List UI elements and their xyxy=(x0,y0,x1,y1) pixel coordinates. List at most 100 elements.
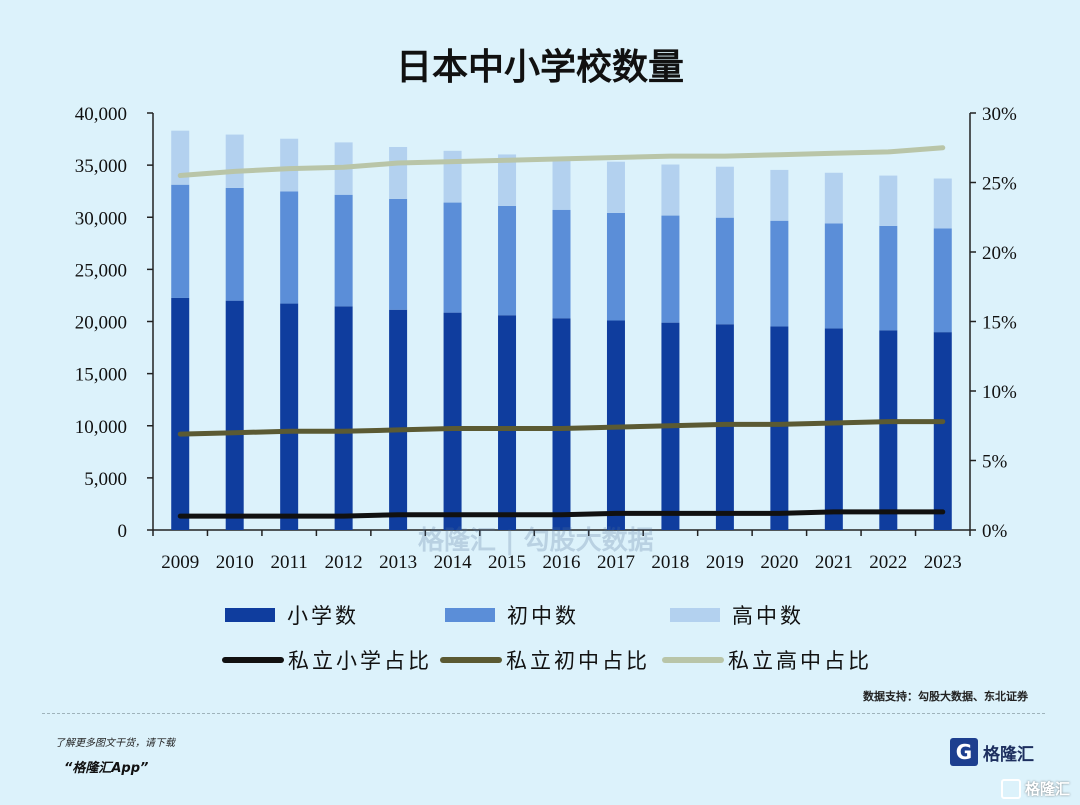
x-tick-label: 2012 xyxy=(325,552,363,573)
bar-segment xyxy=(879,225,898,331)
bar-segment xyxy=(770,220,789,327)
series-line xyxy=(177,509,946,519)
bar-segment xyxy=(443,202,462,313)
bar-segment xyxy=(824,328,843,530)
divider xyxy=(42,713,1045,714)
legend-label: 私立高中占比 xyxy=(728,649,872,673)
legend-swatch xyxy=(225,608,275,622)
y-left-tick-label: 35,000 xyxy=(75,156,127,177)
bar-segment xyxy=(661,164,680,216)
y-right-tick-label: 5% xyxy=(982,452,1008,473)
bar-segment xyxy=(225,187,244,301)
bar-segment xyxy=(661,215,680,323)
bar-segment xyxy=(933,178,952,229)
bar-segment xyxy=(389,146,408,199)
y-left-tick-label: 0 xyxy=(118,521,128,542)
x-tick-label: 2011 xyxy=(271,552,308,573)
bar-segment xyxy=(879,330,898,530)
corner-watermark: 格隆汇 xyxy=(1000,778,1070,799)
bar-segment xyxy=(498,154,517,206)
bar-segment xyxy=(171,130,190,185)
legend-label: 高中数 xyxy=(732,604,804,628)
bar-segment xyxy=(280,191,299,304)
logo-icon: G xyxy=(950,738,978,766)
bar-segment xyxy=(606,161,625,213)
bar-segment xyxy=(225,134,244,188)
legend-swatch xyxy=(662,657,724,663)
x-tick-label: 2018 xyxy=(651,552,689,573)
y-left-tick-label: 40,000 xyxy=(75,104,127,125)
bar-segment xyxy=(715,166,734,218)
y-left-tick-label: 20,000 xyxy=(75,313,127,334)
bar-segment xyxy=(933,228,952,333)
watermark-text: 格隆汇 | 勾股大数据 xyxy=(418,526,654,556)
footer-app-name: “格隆汇App” xyxy=(64,761,149,776)
legend-swatch xyxy=(440,657,502,663)
y-right-tick-label: 15% xyxy=(982,313,1017,334)
bar-segment xyxy=(498,315,517,530)
legend-item: 私立初中占比 xyxy=(440,645,650,675)
bar-segment xyxy=(334,306,353,530)
x-tick-label: 2015 xyxy=(488,552,526,573)
bar-segment xyxy=(770,169,789,221)
x-tick-label: 2009 xyxy=(161,552,199,573)
y-left-tick-label: 30,000 xyxy=(75,208,127,229)
bar-segment xyxy=(171,297,190,530)
y-right-tick-label: 30% xyxy=(982,104,1017,125)
legend-swatch xyxy=(445,608,495,622)
bar-segment xyxy=(280,303,299,530)
bar-segment xyxy=(824,172,843,224)
bar-segment xyxy=(606,212,625,321)
bar-segment xyxy=(443,150,462,203)
x-tick-label: 2013 xyxy=(379,552,417,573)
series-line xyxy=(177,419,946,437)
bar-segment xyxy=(879,175,898,226)
bar-segment xyxy=(770,326,789,530)
x-tick-label: 2020 xyxy=(760,552,798,573)
bar-segment xyxy=(225,300,244,530)
bar-segment xyxy=(824,223,843,329)
bar-segment xyxy=(389,309,408,530)
legend-item: 小学数 xyxy=(225,600,359,630)
brand-logo: G 格隆汇 xyxy=(950,738,1034,766)
legend-item: 私立小学占比 xyxy=(222,645,432,675)
legend-item: 私立高中占比 xyxy=(662,645,872,675)
chart-svg: 0 5,000 10,000 15,000 20,000 25,000 30,000 35,0… xyxy=(75,104,1017,573)
y-right-tick-label: 10% xyxy=(982,382,1017,403)
legend-item: 高中数 xyxy=(670,600,804,630)
legend-item: 初中数 xyxy=(445,600,579,630)
y-left-tick-label: 5,000 xyxy=(84,469,127,490)
source-note: 数据支持：勾股大数据、东北证券 xyxy=(863,690,1028,703)
bar-segment xyxy=(280,138,299,192)
x-tick-label: 2019 xyxy=(706,552,744,573)
bar-segment xyxy=(933,332,952,530)
legend-swatch xyxy=(222,657,284,663)
bar-segment xyxy=(552,318,571,530)
bar-segment xyxy=(443,312,462,530)
y-right-tick-label: 0% xyxy=(982,521,1008,542)
x-tick-label: 2017 xyxy=(597,552,635,573)
bar-segment xyxy=(715,217,734,325)
x-tick-label: 2010 xyxy=(216,552,254,573)
bar-segment xyxy=(552,158,571,210)
y-right-tick-label: 25% xyxy=(982,174,1017,195)
y-left-tick-label: 25,000 xyxy=(75,260,127,281)
logo-name: 格隆汇 xyxy=(983,744,1034,765)
bar-segment xyxy=(498,205,517,316)
bar-segment xyxy=(552,209,571,319)
y-right-tick-label: 20% xyxy=(982,243,1017,264)
bar-segment xyxy=(389,198,408,310)
legend-swatch xyxy=(670,608,720,622)
x-tick-label: 2016 xyxy=(543,552,581,573)
footer-text: 了解更多图文干货，请下载 xyxy=(55,738,175,749)
x-tick-label: 2021 xyxy=(815,552,853,573)
legend-label: 私立小学占比 xyxy=(288,649,432,673)
legend-label: 小学数 xyxy=(287,604,359,628)
series-line xyxy=(177,145,946,179)
brand-icon xyxy=(1000,778,1021,799)
y-left-tick-label: 15,000 xyxy=(75,365,127,386)
legend-label: 私立初中占比 xyxy=(506,649,650,673)
x-tick-label: 2023 xyxy=(924,552,962,573)
chart-title: 日本中小学校数量 xyxy=(395,47,684,88)
bar-segment xyxy=(334,194,353,307)
